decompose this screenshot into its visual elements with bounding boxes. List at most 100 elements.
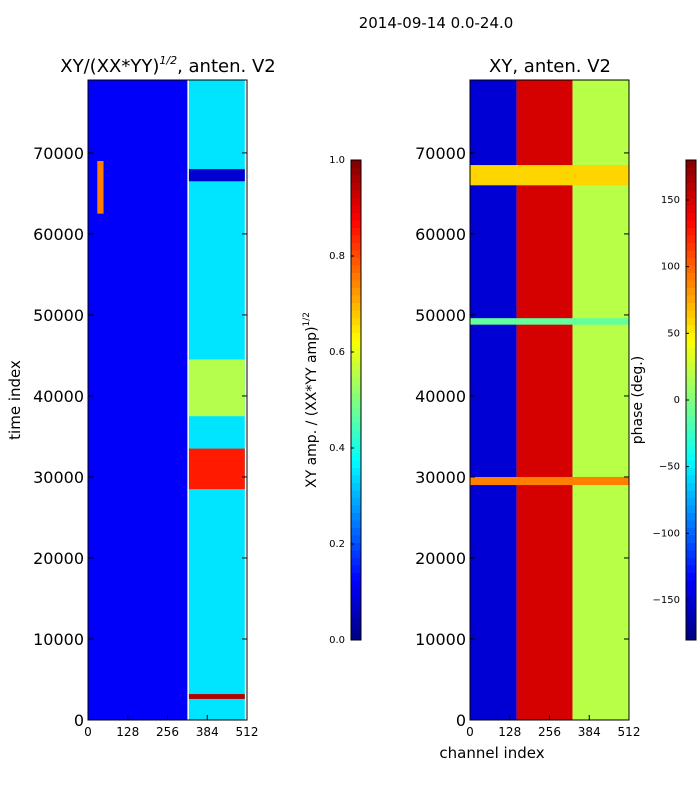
left-plot-title: XY/(XX*YY)1/2, anten. V2 (60, 54, 275, 77)
right-colorbar-step (686, 235, 696, 243)
left-colorbar-step (351, 452, 361, 461)
right-colorbar-step (686, 632, 696, 641)
left-colorbar-step (351, 445, 361, 453)
left-colorbar-step (351, 550, 361, 558)
right-colorbar-step (686, 280, 696, 288)
left-colorbar-step (351, 377, 361, 386)
right-colorbar-step (686, 460, 696, 468)
right-colorbar-step (686, 377, 696, 386)
left-colorbar-step (351, 265, 361, 273)
left-colorbar-step (351, 557, 361, 566)
right-colorbar-step (686, 482, 696, 491)
left-y-tick-label: 10000 (33, 630, 84, 649)
left-heatmap-region (88, 80, 188, 720)
right-heatmap-region (470, 165, 629, 186)
right-heatmap-region (470, 318, 629, 325)
right-colorbar-step (686, 452, 696, 461)
right-colorbar-step (686, 445, 696, 453)
left-heatmap (88, 80, 245, 720)
left-colorbar-step (351, 235, 361, 243)
right-colorbar-step (686, 362, 696, 371)
left-colorbar-tick-label: 0.8 (329, 251, 345, 262)
left-colorbar-label-main: XY amp. / (XX*YY amp) (304, 326, 320, 488)
left-colorbar-step (351, 565, 361, 573)
right-colorbar-step (686, 355, 696, 363)
right-colorbar-step (686, 160, 696, 168)
right-y-tick-label: 10000 (415, 630, 466, 649)
right-colorbar-step (686, 167, 696, 176)
right-colorbar-step (686, 527, 696, 536)
right-colorbar-step (686, 325, 696, 333)
left-colorbar-step (351, 467, 361, 476)
left-x-tick-label: 0 (84, 725, 92, 739)
left-colorbar-step (351, 167, 361, 176)
left-colorbar-step (351, 310, 361, 318)
right-colorbar-label: phase (deg.) (630, 356, 646, 444)
right-colorbar-step (686, 250, 696, 258)
left-colorbar-step (351, 325, 361, 333)
left-x-tick-label: 256 (156, 725, 179, 739)
left-colorbar-step (351, 580, 361, 588)
left-y-tick-label: 20000 (33, 549, 84, 568)
right-colorbar-step (686, 512, 696, 521)
right-colorbar-tick-label: −50 (659, 462, 680, 473)
left-title-main: XY/(XX*YY) (60, 56, 159, 77)
left-colorbar-tick-label: 1.0 (329, 155, 345, 166)
right-heatmap-region (470, 80, 517, 720)
right-colorbar-step (686, 182, 696, 191)
left-colorbar-step (351, 227, 361, 236)
right-x-tick-label: 128 (498, 725, 521, 739)
left-colorbar-step (351, 295, 361, 303)
left-colorbar-step (351, 602, 361, 611)
right-colorbar-step (686, 505, 696, 513)
right-colorbar-tick-label: 100 (661, 262, 680, 273)
left-colorbar-step (351, 355, 361, 363)
right-y-tick-label: 50000 (415, 306, 466, 325)
right-colorbar-step (686, 542, 696, 551)
left-colorbar-step (351, 625, 361, 633)
right-y-tick-label: 70000 (415, 144, 466, 163)
right-colorbar-tick-label: −100 (653, 528, 680, 539)
left-heatmap-region (188, 359, 245, 417)
right-colorbar-tick-label: −150 (653, 595, 680, 606)
right-colorbar-step (686, 407, 696, 416)
left-colorbar-step (351, 512, 361, 521)
right-heatmap-region (572, 80, 629, 720)
left-colorbar-step (351, 317, 361, 326)
left-colorbar-step (351, 280, 361, 288)
left-colorbar-step (351, 610, 361, 618)
right-colorbar-step (686, 490, 696, 498)
right-colorbar-step (686, 265, 696, 273)
right-colorbar-step (686, 610, 696, 618)
left-title-sup: 1/2 (159, 54, 177, 67)
right-x-tick-label: 384 (578, 725, 601, 739)
right-y-tick-label: 20000 (415, 549, 466, 568)
right-colorbar-tick-label: 0 (674, 395, 680, 406)
left-x-tick-label: 512 (236, 725, 259, 739)
left-x-tick-label: 128 (116, 725, 139, 739)
right-x-tick-label: 0 (466, 725, 474, 739)
right-colorbar-step (686, 347, 696, 356)
left-colorbar-step (351, 392, 361, 401)
right-colorbar-step (686, 227, 696, 236)
left-colorbar-step (351, 407, 361, 416)
left-colorbar-tick-label: 0.2 (329, 539, 345, 550)
right-colorbar-step (686, 190, 696, 198)
left-colorbar-step (351, 205, 361, 213)
right-colorbar-step (686, 430, 696, 438)
right-x-tick-label: 512 (618, 725, 641, 739)
right-colorbar-step (686, 467, 696, 476)
left-colorbar-step (351, 197, 361, 206)
right-y-tick-label: 30000 (415, 468, 466, 487)
left-colorbar-tick-label: 0.4 (329, 443, 345, 454)
left-colorbar-step (351, 182, 361, 191)
left-colorbar-step (351, 340, 361, 348)
right-heatmap (470, 80, 629, 720)
right-colorbar-step (686, 497, 696, 506)
right-y-tick-label: 40000 (415, 387, 466, 406)
left-colorbar-step (351, 497, 361, 506)
left-colorbar-step (351, 257, 361, 266)
left-colorbar-step (351, 475, 361, 483)
left-colorbar-step (351, 482, 361, 491)
